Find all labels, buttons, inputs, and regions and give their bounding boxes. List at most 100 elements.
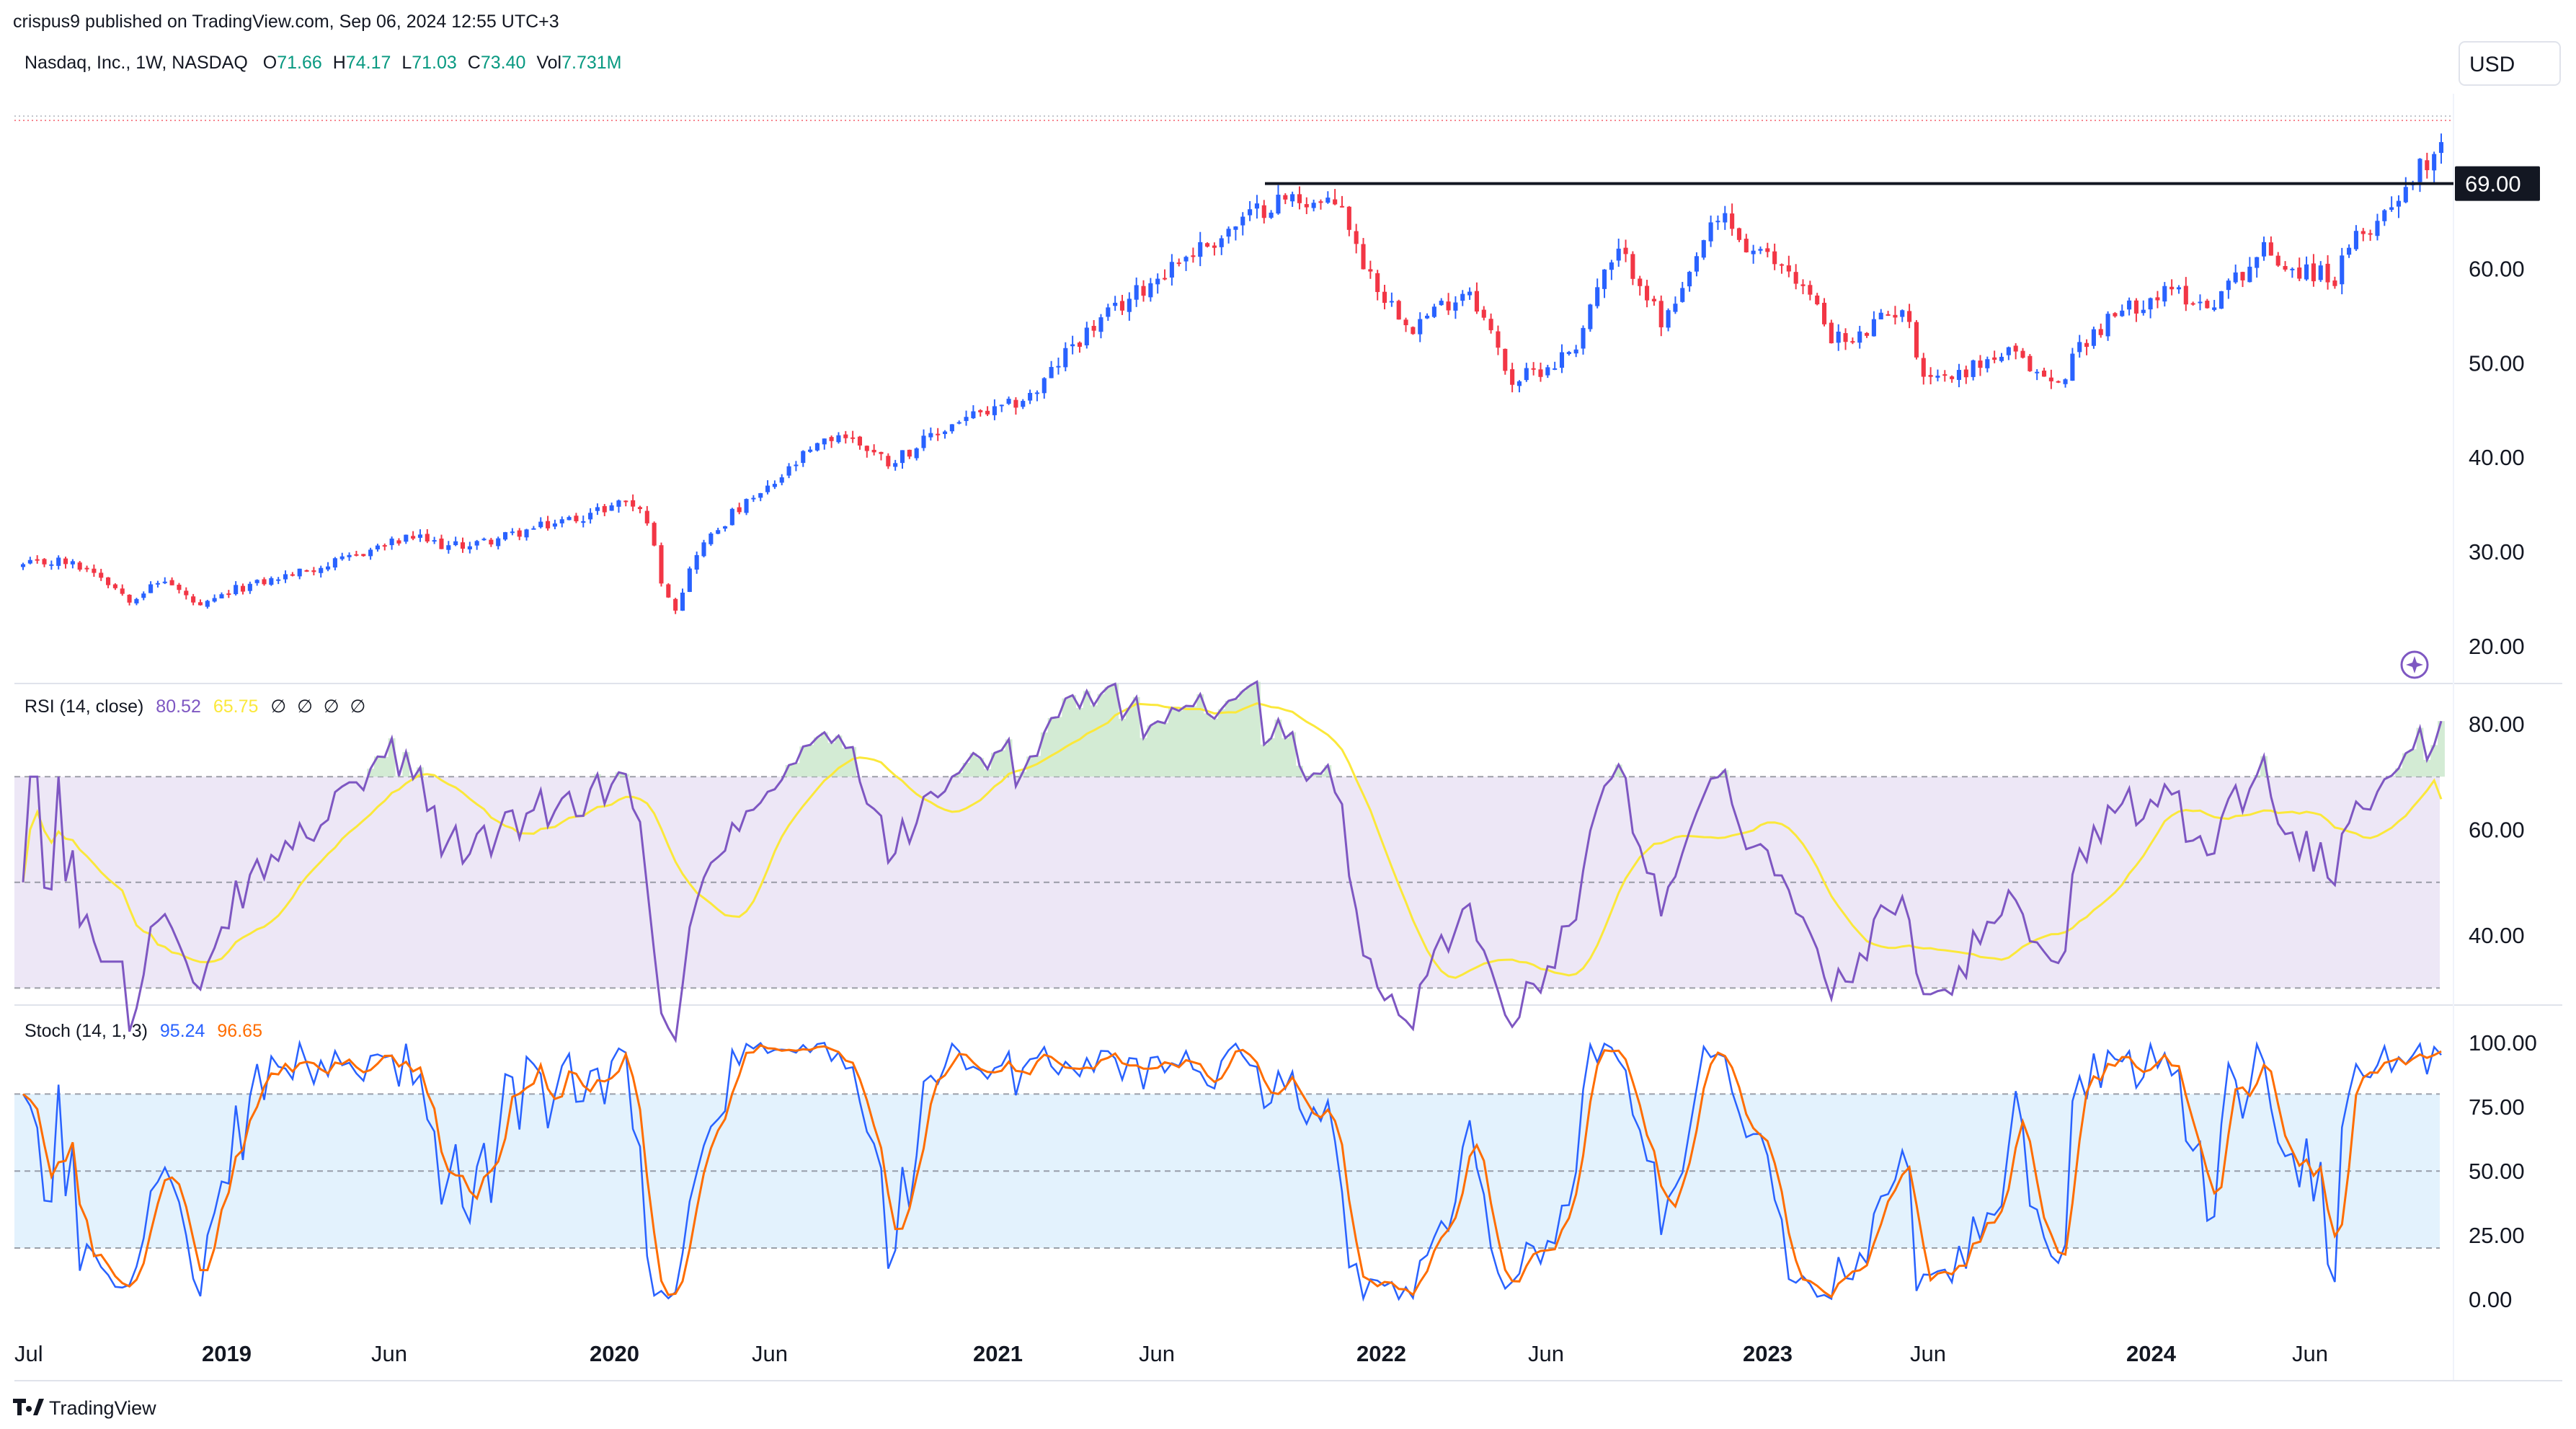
- candle-body: [1893, 314, 1898, 318]
- candle-body: [1956, 370, 1962, 380]
- stoch-tick-label: 50.00: [2469, 1159, 2525, 1184]
- candle-body: [2360, 231, 2366, 234]
- candle-body: [2268, 242, 2273, 256]
- candle-body: [1694, 256, 1699, 272]
- candle-body: [1800, 284, 1806, 286]
- time-tick-label: Jun: [752, 1341, 788, 1366]
- candle-body: [2169, 286, 2175, 290]
- candle-body: [1226, 229, 1231, 237]
- candle-body: [1248, 209, 1253, 216]
- candle-body: [1318, 201, 1323, 203]
- candle-body: [1162, 278, 1168, 280]
- add-plus-icon[interactable]: [2400, 650, 2429, 679]
- currency-button[interactable]: USD: [2459, 41, 2561, 86]
- candle-body: [985, 410, 990, 415]
- resistance-line[interactable]: 69.00: [1265, 166, 2540, 201]
- candle-body: [2198, 301, 2203, 304]
- candle-body: [27, 559, 32, 564]
- candle-body: [134, 598, 139, 603]
- candle-body: [1886, 314, 1891, 316]
- currency-button-label[interactable]: USD: [2469, 53, 2515, 76]
- time-tick-label: 2019: [202, 1341, 252, 1366]
- candle-body: [1538, 369, 1543, 377]
- candle-body: [319, 567, 324, 573]
- rsi-tick-label: 60.00: [2469, 818, 2525, 843]
- candle-body: [2113, 313, 2118, 317]
- candle-body: [1056, 366, 1061, 368]
- time-tick-label: 2021: [973, 1341, 1023, 1366]
- candle-body: [1630, 254, 1635, 279]
- candle-body: [814, 443, 820, 451]
- candle-body: [446, 545, 451, 550]
- candle-body: [2105, 314, 2110, 337]
- stoch-k-line: [22, 1039, 2442, 1302]
- price-axis: 20.00 30.00 40.00 50.00 60.00: [2469, 256, 2525, 658]
- candle-body: [2432, 154, 2437, 171]
- tradingview-logo-icon[interactable]: [13, 1399, 44, 1415]
- candle-body: [1865, 332, 1870, 336]
- candle-body: [1531, 368, 1536, 370]
- candle-body: [1283, 195, 1288, 200]
- candle-body: [2028, 355, 2033, 371]
- candle-body: [857, 436, 863, 446]
- candle-body: [460, 542, 466, 549]
- candle-body: [694, 554, 699, 570]
- candle-body: [758, 492, 763, 498]
- candle-body: [297, 568, 302, 577]
- candle-body: [1411, 327, 1416, 335]
- candle-body: [971, 411, 976, 419]
- candle-body: [2368, 233, 2373, 235]
- candle-body: [1744, 239, 1749, 252]
- candle-body: [1013, 399, 1018, 408]
- candle-body: [212, 598, 217, 602]
- candle-body: [20, 564, 26, 567]
- candle-body: [552, 523, 557, 527]
- candle-body: [1999, 356, 2004, 361]
- candle-body: [106, 577, 111, 585]
- candle-body: [2013, 345, 2018, 352]
- rsi-marker-2: ∅: [297, 696, 313, 717]
- candle-body: [283, 574, 288, 580]
- stoch-legend: Stoch (14, 1, 3) 95.24 96.65: [25, 1021, 262, 1041]
- sparkle-icon[interactable]: [2406, 656, 2423, 673]
- candle-body: [1354, 231, 1359, 244]
- candle-body: [1148, 283, 1153, 298]
- candle-body: [1418, 319, 1423, 335]
- candle-body: [914, 448, 919, 459]
- currency-button-frame[interactable]: [2459, 41, 2561, 86]
- candle-body: [169, 580, 174, 585]
- candle-body: [949, 424, 954, 432]
- candle-body: [2340, 255, 2345, 285]
- candle-body: [701, 542, 706, 557]
- resistance-label-bg[interactable]: [2455, 166, 2540, 201]
- candle-body: [836, 435, 841, 443]
- rsi-marker-1: ∅: [270, 696, 286, 717]
- price-tick-label: 20.00: [2469, 634, 2525, 659]
- stoch-tick-label: 100.00: [2469, 1030, 2537, 1056]
- candle-body: [1119, 301, 1125, 311]
- candle-body: [2091, 329, 2096, 346]
- candle-body: [2155, 297, 2160, 301]
- candle-body: [276, 579, 281, 581]
- publisher-line: crispus9 published on TradingView.com, S…: [13, 12, 559, 32]
- candle-body: [1006, 399, 1011, 404]
- candle-body: [517, 530, 522, 537]
- volume-value: 7.731M: [561, 53, 621, 73]
- candle-body: [361, 554, 366, 557]
- candle-body: [1836, 331, 1841, 343]
- candle-body: [652, 523, 657, 546]
- candle-body: [84, 567, 89, 570]
- candle-body: [1673, 304, 1678, 312]
- candle-body: [2240, 272, 2245, 280]
- candle-body: [559, 519, 564, 523]
- rsi-tick-label: 40.00: [2469, 923, 2525, 948]
- tradingview-logo-text[interactable]: TradingView: [49, 1397, 156, 1419]
- candle-body: [1496, 331, 1501, 348]
- candle-body: [1254, 203, 1259, 209]
- candle-body: [1070, 344, 1075, 347]
- candle-body: [177, 585, 182, 590]
- tradingview-logo[interactable]: TradingView: [13, 1397, 156, 1419]
- price-tick-label: 50.00: [2469, 350, 2525, 376]
- time-tick-label: Jun: [2292, 1341, 2328, 1366]
- candle-body: [1935, 376, 1940, 378]
